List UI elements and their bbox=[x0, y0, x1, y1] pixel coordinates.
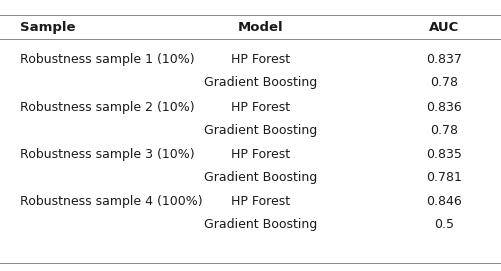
Text: Robustness sample 4 (100%): Robustness sample 4 (100%) bbox=[20, 195, 202, 208]
Text: Sample: Sample bbox=[20, 21, 76, 34]
Text: Gradient Boosting: Gradient Boosting bbox=[204, 76, 317, 89]
Text: HP Forest: HP Forest bbox=[231, 148, 290, 161]
Text: Robustness sample 3 (10%): Robustness sample 3 (10%) bbox=[20, 148, 194, 161]
Text: Gradient Boosting: Gradient Boosting bbox=[204, 171, 317, 184]
Text: 0.78: 0.78 bbox=[429, 124, 457, 137]
Text: Gradient Boosting: Gradient Boosting bbox=[204, 124, 317, 137]
Text: 0.836: 0.836 bbox=[425, 101, 461, 114]
Text: Robustness sample 1 (10%): Robustness sample 1 (10%) bbox=[20, 53, 194, 66]
Text: HP Forest: HP Forest bbox=[231, 53, 290, 66]
Text: Gradient Boosting: Gradient Boosting bbox=[204, 218, 317, 231]
Text: 0.781: 0.781 bbox=[425, 171, 461, 184]
Text: AUC: AUC bbox=[428, 21, 458, 34]
Text: HP Forest: HP Forest bbox=[231, 195, 290, 208]
Text: 0.837: 0.837 bbox=[425, 53, 461, 66]
Text: HP Forest: HP Forest bbox=[231, 101, 290, 114]
Text: 0.835: 0.835 bbox=[425, 148, 461, 161]
Text: 0.846: 0.846 bbox=[425, 195, 461, 208]
Text: Model: Model bbox=[238, 21, 283, 34]
Text: Robustness sample 2 (10%): Robustness sample 2 (10%) bbox=[20, 101, 194, 114]
Text: 0.5: 0.5 bbox=[433, 218, 453, 231]
Text: 0.78: 0.78 bbox=[429, 76, 457, 89]
